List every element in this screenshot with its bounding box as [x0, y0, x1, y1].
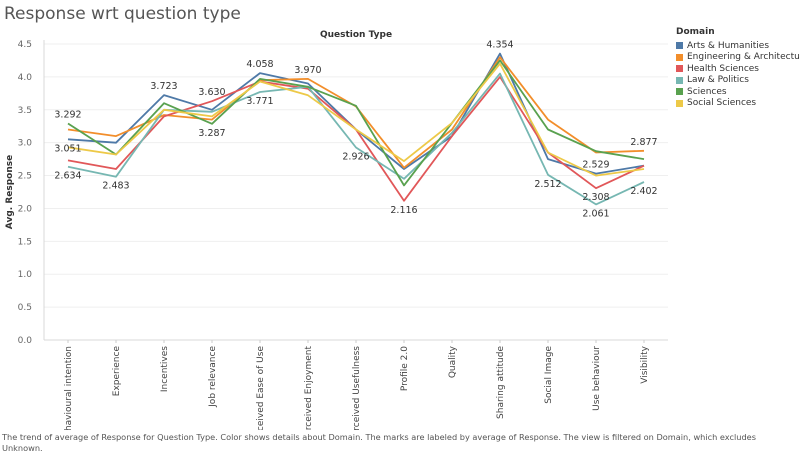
- x-tick-label: Perceived Usefulness: [352, 346, 362, 430]
- x-tick-label: Sharing attitude: [496, 346, 506, 419]
- legend-swatch: [676, 53, 683, 61]
- data-label: 4.354: [486, 40, 513, 51]
- legend-item[interactable]: Social Sciences: [676, 98, 800, 110]
- data-label: 2.402: [630, 186, 657, 197]
- data-label: 2.512: [534, 179, 561, 190]
- series-line-social-sciences: [67, 62, 645, 177]
- data-label: 3.771: [246, 96, 273, 107]
- legend-swatch: [676, 65, 683, 73]
- legend-swatch: [676, 42, 683, 50]
- line-chart: Question Type 0.0 0.5 1.0 1.5 2.0 2.5 3.0 3.5 4.0…: [5, 30, 668, 430]
- legend-item[interactable]: Law & Politics: [676, 75, 800, 87]
- legend-swatch: [676, 76, 683, 84]
- x-tick-label: Perceived Enjoyment: [304, 346, 314, 430]
- legend-swatch: [676, 99, 683, 107]
- data-label: 2.483: [102, 181, 129, 192]
- data-label: 3.970: [294, 65, 321, 76]
- legend-label: Arts & Humanities: [687, 40, 770, 51]
- y-tick-label: 1.5: [18, 237, 32, 247]
- y-tick-label: 0.0: [18, 336, 33, 346]
- data-label: 3.051: [54, 143, 81, 154]
- series-line-sciences: [67, 59, 645, 187]
- x-header-label: Question Type: [320, 30, 392, 40]
- data-label: 4.058: [246, 59, 273, 70]
- legend-label: Sciences: [687, 86, 727, 97]
- y-axis-label: Avg. Response: [5, 155, 15, 229]
- data-label: 2.116: [390, 205, 417, 216]
- legend-item[interactable]: Sciences: [676, 86, 800, 98]
- legend-item[interactable]: Arts & Humanities: [676, 40, 800, 52]
- legend-swatch: [676, 88, 683, 96]
- x-tick-label: Use behaviour: [592, 346, 602, 411]
- legend-item[interactable]: Health Sciences: [676, 63, 800, 75]
- y-tick-label: 1.0: [18, 270, 33, 280]
- legend-title: Domain: [676, 27, 715, 37]
- y-tick-label: 3.0: [18, 139, 33, 149]
- x-tick-label: Perceived Ease of Use: [256, 346, 266, 430]
- legend-label: Engineering & Architecture: [687, 52, 800, 63]
- x-tick-label: Experience: [112, 346, 122, 397]
- y-tick-label: 0.5: [18, 303, 32, 313]
- x-tick-label: Social Image: [544, 346, 554, 404]
- legend-label: Law & Politics: [687, 75, 749, 86]
- legend-item[interactable]: Engineering & Architecture: [676, 52, 800, 64]
- y-tick-label: 3.5: [18, 106, 32, 116]
- x-tick-label: Profile 2.0: [400, 346, 410, 391]
- legend: Domain Arts & Humanities Engineering & Ar…: [676, 27, 800, 109]
- data-label: 3.723: [150, 81, 177, 92]
- chart-caption: The trend of average of Response for Que…: [2, 432, 756, 453]
- x-tick-label: Job relevance: [208, 346, 218, 408]
- data-label: 3.292: [54, 109, 81, 120]
- y-tick-label: 2.5: [18, 172, 32, 182]
- y-tick-label: 2.0: [18, 204, 33, 214]
- data-label: 3.287: [198, 128, 225, 139]
- y-tick-label: 4.0: [18, 73, 33, 83]
- legend-label: Health Sciences: [687, 63, 759, 74]
- data-label: 2.061: [582, 208, 609, 219]
- data-label: 2.877: [630, 137, 657, 148]
- x-tick-label: Visibility: [640, 345, 650, 383]
- data-label: 2.308: [582, 192, 609, 203]
- y-tick-label: 4.5: [18, 40, 32, 50]
- chart-title: Response wrt question type: [4, 4, 241, 24]
- data-label: 2.529: [582, 160, 609, 171]
- x-tick-label: Quality: [448, 345, 458, 378]
- data-label: 2.634: [54, 171, 81, 182]
- data-label: 3.630: [198, 87, 225, 98]
- x-tick-label: Incentives: [160, 346, 170, 392]
- x-tick-label: Behavioural intention: [64, 346, 74, 430]
- legend-label: Social Sciences: [687, 98, 757, 109]
- data-label: 2.926: [342, 152, 369, 163]
